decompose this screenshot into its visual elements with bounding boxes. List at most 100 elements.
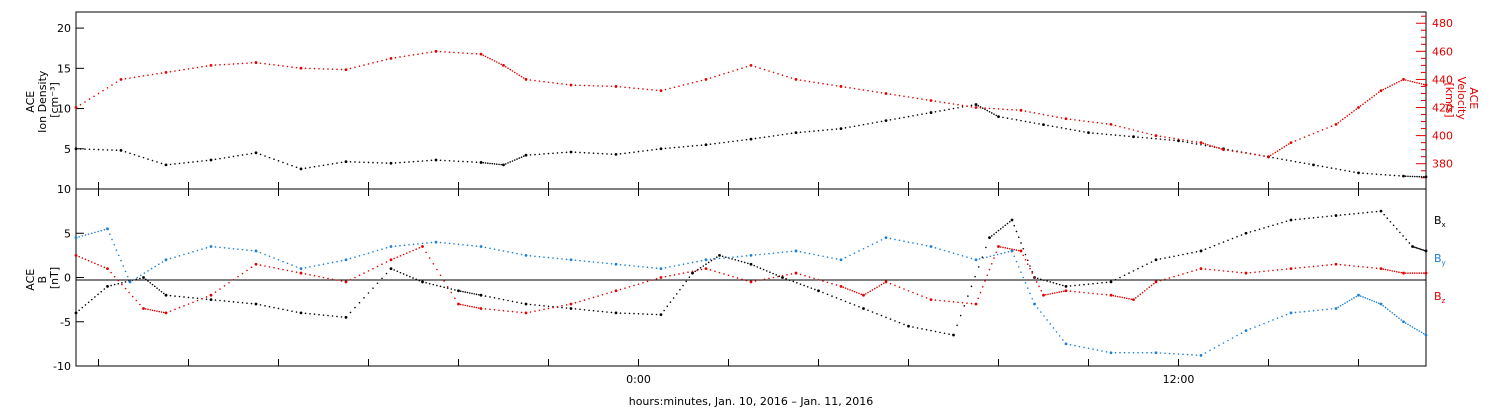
velocity-sample xyxy=(547,81,550,84)
bz-sample xyxy=(907,289,910,292)
velocity-sample xyxy=(151,73,154,76)
by-sample xyxy=(1312,309,1315,312)
bz-sample xyxy=(619,288,622,291)
bx-sample xyxy=(1402,235,1404,237)
by-sample xyxy=(1359,295,1362,297)
bx-sample xyxy=(679,288,681,291)
velocity-sample xyxy=(804,80,806,82)
by-sample xyxy=(673,265,676,267)
bx-point xyxy=(1379,209,1383,213)
bx-sample xyxy=(1146,263,1148,266)
velocity-sample xyxy=(745,65,748,68)
density-sample xyxy=(1380,173,1382,176)
density-sample xyxy=(727,141,730,143)
bx-point xyxy=(1154,258,1158,262)
bz-sample xyxy=(1391,270,1394,272)
bx-sample xyxy=(1389,220,1392,223)
velocity-sample xyxy=(1353,110,1355,112)
velocity-sample xyxy=(808,80,811,83)
by-sample xyxy=(1263,322,1265,325)
bx-sample xyxy=(1168,256,1171,258)
density-sample xyxy=(799,131,802,134)
density-sample xyxy=(786,133,788,135)
density-sample xyxy=(178,162,181,165)
by-sample xyxy=(250,249,253,252)
density-sample xyxy=(741,139,743,142)
density-sample xyxy=(687,145,689,148)
bz-sample xyxy=(651,279,653,281)
velocity-sample xyxy=(1341,118,1344,121)
velocity-sample xyxy=(1206,143,1209,146)
by-point xyxy=(299,267,303,271)
bx-sample xyxy=(1249,231,1252,233)
bz-sample xyxy=(552,306,554,309)
density-sample xyxy=(583,151,586,154)
bz-sample xyxy=(201,297,203,300)
bx-sample xyxy=(250,302,253,305)
bx-sample xyxy=(100,290,102,293)
velocity-sample xyxy=(997,108,1000,110)
by-sample xyxy=(943,249,946,252)
by-sample xyxy=(912,242,914,244)
by-sample xyxy=(219,246,221,249)
velocity-sample xyxy=(504,65,507,68)
bz-sample xyxy=(214,291,217,293)
bz-sample xyxy=(934,299,937,301)
bx-sample xyxy=(743,261,746,264)
bz-sample xyxy=(1393,270,1396,273)
by-sample xyxy=(1398,317,1400,320)
bx-sample xyxy=(349,311,352,314)
bz-sample xyxy=(912,291,914,294)
bz-sample xyxy=(709,269,712,271)
bx-sample xyxy=(291,310,293,312)
density-sample xyxy=(1317,164,1319,167)
by-sample xyxy=(502,250,505,252)
by-sample xyxy=(1236,334,1238,337)
bz-sample xyxy=(196,299,199,302)
bx-sample xyxy=(1267,225,1270,228)
b-tick-label: 0 xyxy=(64,272,71,285)
velocity-sample xyxy=(543,80,545,83)
bz-sample xyxy=(894,284,896,287)
velocity-sample xyxy=(1092,121,1094,123)
bx-sample xyxy=(489,296,491,298)
bx-sample xyxy=(103,288,106,290)
density-sample xyxy=(988,110,991,113)
velocity-sample xyxy=(1294,140,1297,142)
bz-sample xyxy=(1134,297,1137,299)
velocity-sample xyxy=(817,82,820,84)
bx-sample xyxy=(1040,278,1042,281)
bx-sample xyxy=(956,324,958,327)
by-sample xyxy=(687,262,689,265)
bz-sample xyxy=(1123,297,1126,299)
bx-sample xyxy=(871,311,874,313)
velocity-sample xyxy=(925,98,928,101)
bx-sample xyxy=(702,265,705,267)
by-sample xyxy=(1231,337,1234,339)
bz-sample xyxy=(149,309,152,311)
velocity-sample xyxy=(88,98,91,100)
bz-sample xyxy=(1303,266,1306,269)
bx-sample xyxy=(1150,261,1153,263)
by-sample xyxy=(1303,310,1306,313)
by-sample xyxy=(556,257,559,260)
bx-sample xyxy=(597,310,599,312)
bz-sample xyxy=(957,301,959,304)
by-sample xyxy=(78,235,80,238)
bz-sample xyxy=(1330,263,1333,266)
by-sample xyxy=(606,262,608,265)
bx-sample xyxy=(1209,246,1211,249)
velocity-sample xyxy=(1141,131,1144,134)
bx-sample xyxy=(81,306,84,309)
velocity-sample xyxy=(282,65,284,67)
by-sample xyxy=(1128,351,1130,354)
bz-sample xyxy=(799,273,802,276)
bx-sample xyxy=(1191,251,1193,254)
bx-sample xyxy=(468,292,471,294)
bz-sample xyxy=(466,305,469,307)
velocity-sample xyxy=(1287,143,1290,145)
velocity-sample xyxy=(1377,91,1380,94)
velocity-sample xyxy=(1395,82,1398,84)
bz-point xyxy=(1109,293,1113,297)
bx-sample xyxy=(1128,272,1130,274)
